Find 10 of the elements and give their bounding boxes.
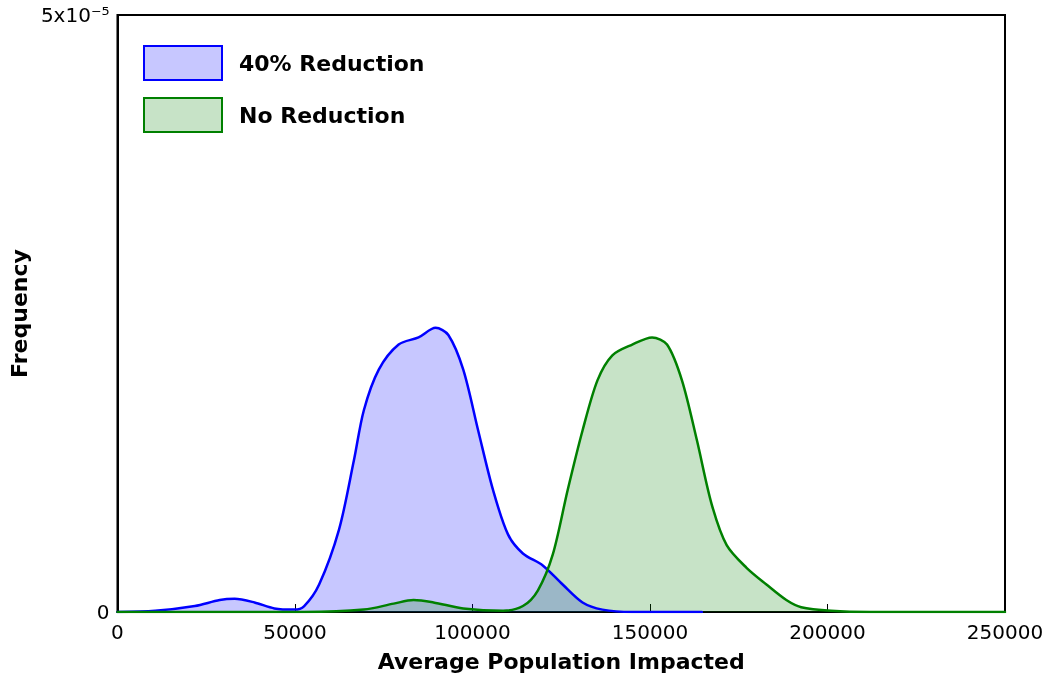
x-tick-label: 250000 [966,620,1044,644]
y-tick-label: 5x10⁻⁵ [40,3,110,27]
x-axis-title: Average Population Impacted [377,648,745,674]
x-tick-label: 100000 [434,620,511,644]
x-tick-label: 150000 [611,620,689,644]
legend-label: 40% Reduction [239,50,425,76]
y-axis-title: Frequency [6,249,32,378]
x-tick-label: 50000 [263,620,327,644]
x-tick-label: 200000 [789,620,866,644]
legend-label: No Reduction [239,102,406,128]
